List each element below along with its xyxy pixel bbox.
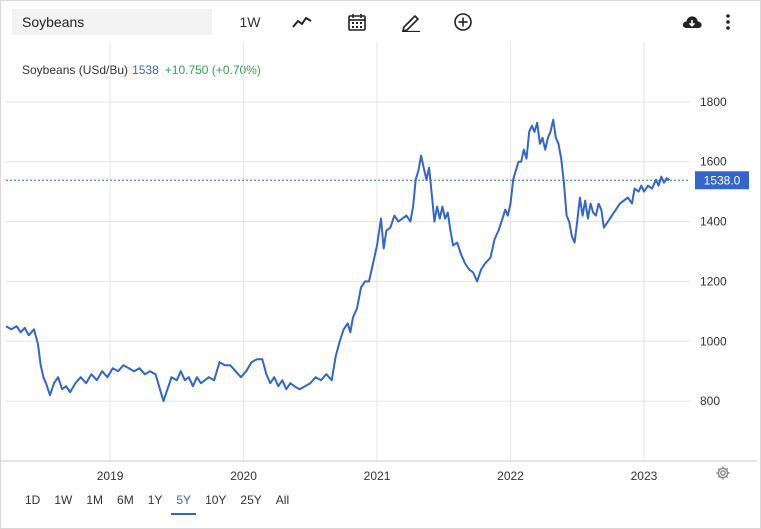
line-chart-icon[interactable] [289, 9, 315, 35]
interval-button[interactable]: 1W [239, 14, 261, 30]
range-button-6m[interactable]: 6M [117, 493, 134, 507]
range-button-1y[interactable]: 1Y [147, 493, 163, 507]
gear-icon[interactable] [713, 463, 733, 483]
more-vert-icon[interactable] [720, 9, 736, 35]
range-button-25y[interactable]: 25Y [240, 493, 262, 507]
symbol-search-input[interactable] [12, 9, 212, 35]
pencil-icon[interactable] [398, 9, 424, 35]
plus-circle-icon[interactable] [450, 9, 476, 35]
range-button-all[interactable]: All [275, 493, 290, 507]
range-selector: 1D 1W 1M 6M 1Y 5Y 10Y 25Y All [18, 490, 296, 515]
cloud-download-icon[interactable] [680, 9, 704, 35]
range-button-1d[interactable]: 1D [25, 493, 41, 507]
range-button-1w[interactable]: 1W [54, 493, 73, 507]
series-name: Soybeans (USd/Bu) [22, 63, 129, 77]
calendar-icon[interactable] [344, 9, 370, 35]
chart-legend: Soybeans (USd/Bu) 1538 +10.750 (+0.70%) [22, 63, 261, 77]
series-last-value: 1538 [132, 63, 159, 77]
series-change: +10.750 (+0.70%) [164, 63, 261, 77]
range-button-1m[interactable]: 1M [86, 493, 104, 507]
range-button-5y[interactable]: 5Y [169, 490, 198, 515]
range-button-10y[interactable]: 10Y [205, 493, 227, 507]
